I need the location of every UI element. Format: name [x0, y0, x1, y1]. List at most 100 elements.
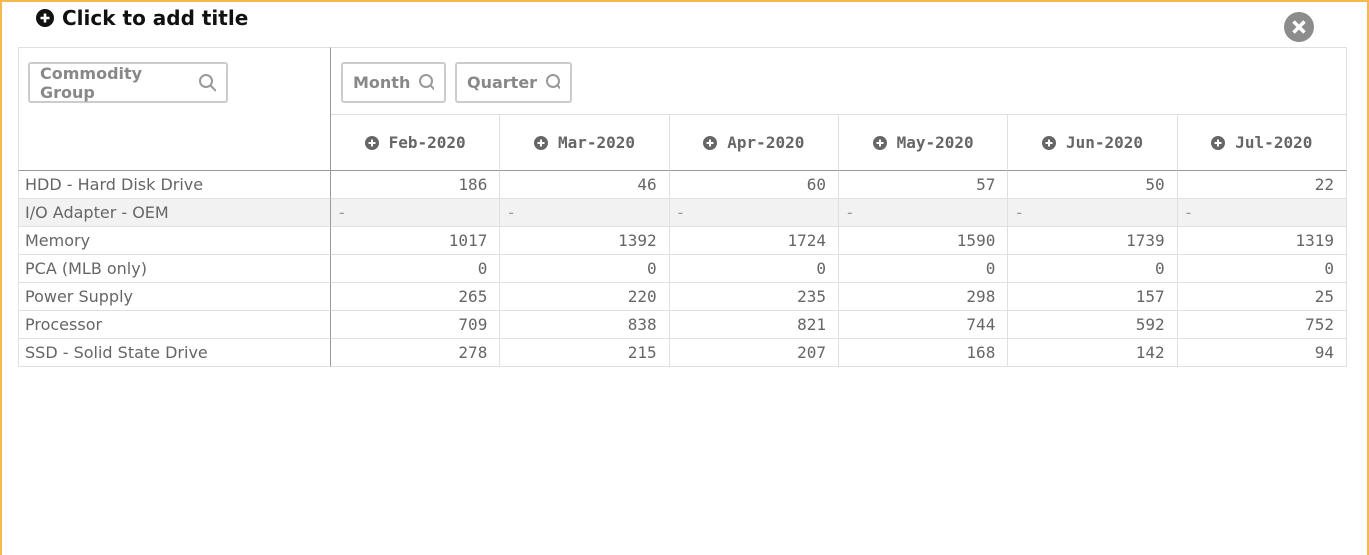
column-dim-cell: [331, 47, 1347, 115]
close-button[interactable]: [1284, 12, 1314, 42]
cell-value: 298: [966, 287, 996, 306]
column-label: Mar-2020: [557, 133, 636, 152]
cell-value: 46: [637, 175, 657, 194]
column-header[interactable]: May-2020: [839, 115, 1009, 171]
cell-value: 1392: [618, 231, 657, 250]
value-cell: 22: [1177, 171, 1347, 199]
cell-value: 278: [458, 343, 488, 362]
value-cell: 46: [500, 171, 670, 199]
cell-value: 50: [1145, 175, 1165, 194]
filter-label: Quarter: [467, 73, 538, 92]
cell-value: 142: [1135, 343, 1165, 362]
expand-icon: [1041, 135, 1056, 150]
value-cell: 1590: [839, 227, 1009, 255]
cell-value: 1319: [1295, 231, 1334, 250]
cell-value: 0: [647, 259, 657, 278]
value-cell: 298: [839, 283, 1009, 311]
value-cell: -: [839, 199, 1009, 227]
cell-value: 168: [966, 343, 996, 362]
cell-value: 838: [627, 315, 657, 334]
expand-icon: [364, 135, 379, 150]
row-label: HDD - Hard Disk Drive: [25, 175, 204, 194]
value-cell: 1724: [669, 227, 839, 255]
filter-button[interactable]: Quarter: [455, 62, 572, 103]
filter-button[interactable]: Commodity Group: [28, 62, 228, 103]
title-button[interactable]: Click to add title: [36, 6, 248, 30]
row-label: Memory: [25, 231, 91, 250]
value-cell: 0: [1177, 255, 1347, 283]
column-label: Jun-2020: [1065, 133, 1144, 152]
value-cell: 220: [500, 283, 670, 311]
cell-value: -: [1014, 203, 1024, 222]
value-cell: 278: [331, 339, 501, 367]
cell-value: 1590: [956, 231, 996, 250]
cell-value: 265: [458, 287, 488, 306]
cell-value: 821: [797, 315, 826, 334]
value-cell: 0: [669, 255, 839, 283]
title-text: Click to add title: [62, 6, 249, 30]
value-cell: 1017: [331, 227, 501, 255]
cell-value: 1724: [787, 231, 826, 250]
value-cell: -: [669, 199, 839, 227]
row-header: Power Supply: [18, 283, 331, 311]
cell-value: 0: [985, 259, 996, 278]
value-cell: -: [1177, 199, 1347, 227]
column-header[interactable]: Apr-2020: [669, 115, 839, 171]
value-cell: 752: [1177, 311, 1347, 339]
value-cell: -: [331, 199, 501, 227]
value-cell: 142: [1008, 339, 1178, 367]
filter-label: Commodity Group: [40, 63, 143, 102]
row-label: PCA (MLB only): [25, 259, 147, 278]
row-label: SSD - Solid State Drive: [25, 343, 208, 362]
value-cell: 1739: [1008, 227, 1178, 255]
expand-icon: [872, 135, 887, 150]
row-label: Processor: [25, 315, 103, 334]
column-header[interactable]: Jul-2020: [1177, 115, 1347, 171]
search-icon: [198, 73, 216, 92]
column-header[interactable]: Mar-2020: [500, 115, 670, 171]
value-cell: 25: [1177, 283, 1347, 311]
cell-value: 220: [627, 287, 657, 306]
value-cell: 50: [1008, 171, 1178, 199]
value-cell: 186: [331, 171, 501, 199]
cell-value: 0: [1324, 259, 1334, 278]
column-header[interactable]: Jun-2020: [1008, 115, 1178, 171]
pivot-table: Commodity Group Month Quarter Feb-2020 Mar-2…: [18, 47, 1347, 367]
value-cell: 168: [839, 339, 1009, 367]
cell-value: 94: [1314, 343, 1334, 362]
cell-value: -: [675, 203, 686, 222]
row-header: SSD - Solid State Drive: [18, 339, 331, 367]
value-cell: 1392: [500, 227, 670, 255]
corner-cell: [18, 47, 331, 171]
value-cell: 821: [669, 311, 839, 339]
row-header: PCA (MLB only): [18, 255, 331, 283]
cell-value: 235: [797, 287, 826, 306]
row-header: HDD - Hard Disk Drive: [18, 171, 331, 199]
filter-button[interactable]: Month: [341, 62, 446, 103]
row-label: I/O Adapter - OEM: [25, 203, 169, 222]
value-cell: 0: [839, 255, 1009, 283]
cell-value: 1017: [448, 231, 488, 250]
cell-value: 744: [966, 315, 996, 334]
value-cell: 838: [500, 311, 670, 339]
cell-value: 592: [1135, 315, 1165, 334]
cell-value: -: [1183, 203, 1194, 222]
cell-value: 709: [458, 315, 488, 334]
column-header[interactable]: Feb-2020: [331, 115, 501, 171]
row-header: Memory: [18, 227, 331, 255]
cell-value: 22: [1314, 175, 1334, 194]
value-cell: 592: [1008, 311, 1178, 339]
value-cell: 207: [669, 339, 839, 367]
value-cell: 157: [1008, 283, 1178, 311]
column-label: May-2020: [896, 133, 974, 152]
value-cell: 60: [669, 171, 839, 199]
value-cell: 94: [1177, 339, 1347, 367]
expand-icon: [1211, 135, 1226, 150]
cell-value: 0: [477, 259, 488, 278]
cell-value: 752: [1305, 315, 1334, 334]
cell-value: 25: [1314, 287, 1334, 306]
cell-value: 157: [1135, 287, 1165, 306]
column-label: Apr-2020: [727, 133, 805, 152]
cell-value: -: [337, 203, 347, 222]
